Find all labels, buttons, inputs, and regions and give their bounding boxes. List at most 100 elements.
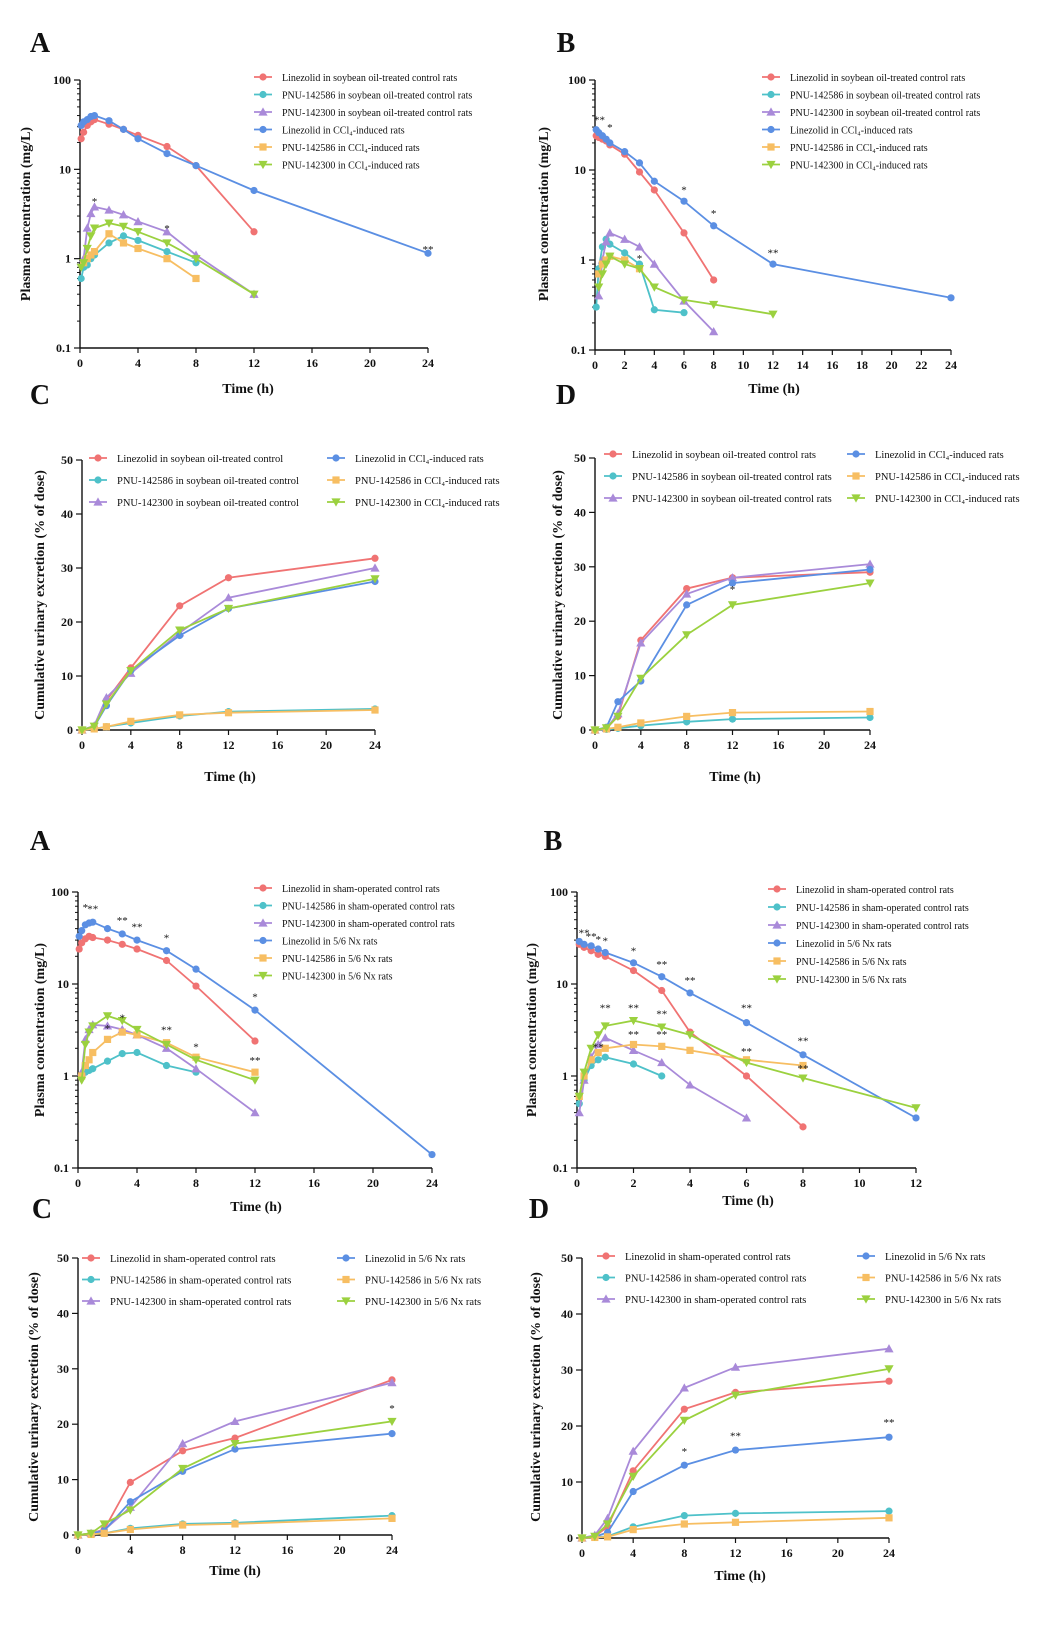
- y-tick-label: 40: [574, 505, 586, 519]
- y-axis-label: Cumulative urinary excretion (% of dose): [27, 1272, 42, 1522]
- x-tick-label: 4: [630, 1546, 636, 1560]
- y-axis-label: Plasma concentration (mg/L): [33, 943, 48, 1118]
- legend-label: Linezolid in CCl₄-induced rats: [355, 454, 484, 465]
- y-axis-label: Plasma concentration (mg/L): [19, 127, 34, 302]
- x-axis-label: Time (h): [204, 770, 256, 785]
- legend-label: PNU-142586 in sham-operated control rats: [282, 902, 455, 913]
- data-point: [601, 1044, 609, 1052]
- y-tick-label: 100: [51, 885, 69, 899]
- data-point: [83, 255, 91, 263]
- x-tick-label: 8: [711, 358, 717, 372]
- data-point: [103, 1035, 112, 1043]
- legend-item: Linezolid in sham-operated control rats: [254, 884, 440, 895]
- data-point: [650, 177, 658, 185]
- x-tick-label: 12: [223, 738, 235, 752]
- y-tick-label: 10: [574, 163, 586, 177]
- legend-marker: [767, 73, 775, 81]
- data-point: [683, 601, 691, 609]
- data-point: [90, 111, 99, 120]
- significance-mark: **: [798, 1063, 809, 1075]
- legend-label: PNU-142586 in sham-operated control rats: [625, 1274, 806, 1285]
- data-point: [87, 251, 95, 259]
- data-point: [628, 1472, 638, 1481]
- x-tick-label: 20: [364, 356, 376, 370]
- data-point: [658, 1072, 666, 1080]
- legend-marker: [259, 901, 267, 910]
- legend-label: PNU-142300 in soybean oil-treated contro…: [790, 108, 980, 119]
- data-point: [223, 604, 234, 614]
- x-tick-label: 4: [687, 1176, 693, 1190]
- legend-marker: [93, 497, 103, 506]
- x-tick-label: 0: [592, 738, 598, 752]
- legend-label: PNU-142586 in CCl₄-induced rats: [875, 472, 1020, 483]
- data-point: [424, 249, 432, 257]
- data-point: [75, 945, 83, 953]
- legend-label: PNU-142586 in soybean oil-treated contro…: [632, 472, 832, 483]
- data-point: [103, 1057, 112, 1065]
- legend-label: Linezolid in 5/6 Nx rats: [282, 937, 378, 948]
- data-point: [99, 1520, 109, 1529]
- series-line: [82, 205, 255, 295]
- significance-mark: **: [628, 1029, 639, 1041]
- legend-marker: [602, 1252, 610, 1260]
- data-point: [621, 249, 629, 257]
- data-point: [710, 276, 718, 284]
- data-point: [628, 1446, 638, 1455]
- legend-item: PNU-142300 in soybean oil-treated contro…: [254, 107, 472, 119]
- legend-item: PNU-142586 in 5/6 Nx rats: [768, 957, 907, 968]
- x-tick-label: 8: [180, 1543, 186, 1557]
- data-point: [680, 309, 688, 317]
- significance-mark: **: [798, 1035, 809, 1047]
- data-point: [191, 1064, 201, 1073]
- data-point: [586, 1044, 596, 1053]
- series-line: [578, 943, 804, 1128]
- legend-label: PNU-142586 in 5/6 Nx rats: [365, 1276, 481, 1287]
- data-point: [77, 135, 85, 143]
- x-tick-label: 0: [75, 1176, 81, 1190]
- panel-4: D 0 4 8 12 16 20 24 0 10 20 30 40 50 Time (h) Cumulativ…: [551, 380, 1020, 785]
- legend-marker: [773, 939, 781, 947]
- panel-letter: D: [556, 380, 576, 411]
- data-point: [133, 228, 143, 237]
- legend-item: Linezolid in 5/6 Nx rats: [857, 1252, 985, 1263]
- x-tick-label: 16: [772, 738, 784, 752]
- x-tick-label: 8: [177, 738, 183, 752]
- legend-marker: [332, 454, 340, 462]
- data-point: [587, 1056, 595, 1064]
- x-tick-label: 16: [281, 1543, 293, 1557]
- data-point: [176, 631, 184, 640]
- x-tick-label: 16: [826, 358, 838, 372]
- panel-letter: C: [30, 380, 50, 411]
- data-point: [105, 230, 113, 238]
- legend-item: Linezolid in CCl₄-induced rats: [327, 454, 484, 465]
- legend-label: PNU-142586 in 5/6 Nx rats: [282, 954, 393, 965]
- legend-item: PNU-142586 in sham-operated control rats: [254, 902, 455, 913]
- legend-marker: [851, 494, 861, 503]
- data-point: [742, 1072, 751, 1080]
- y-tick-label: 50: [57, 1251, 69, 1265]
- data-point: [680, 1520, 688, 1528]
- data-point: [134, 244, 142, 253]
- data-point: [77, 274, 85, 283]
- legend-item: Linezolid in soybean oil-treated control…: [762, 73, 965, 84]
- legend-label: PNU-142300 in 5/6 Nx rats: [365, 1297, 481, 1308]
- series-green: [574, 1017, 921, 1113]
- series-red: [77, 116, 258, 236]
- data-point: [592, 303, 600, 311]
- data-point: [709, 300, 719, 310]
- data-point: [102, 1021, 113, 1030]
- y-axis-label: Cumulative urinary excretion (% of dose): [551, 470, 566, 720]
- data-point: [250, 1108, 260, 1117]
- data-point: [885, 1507, 893, 1515]
- x-tick-label: 20: [886, 358, 898, 372]
- legend-label: PNU-142300 in sham-operated control rats: [282, 919, 455, 930]
- legend-item: PNU-142586 in sham-operated control rats: [82, 1276, 291, 1287]
- data-point: [679, 1416, 689, 1425]
- series-line: [578, 1043, 804, 1097]
- data-point: [680, 197, 688, 205]
- significance-mark: **: [768, 247, 779, 259]
- legend-item: PNU-142300 in CCl₄-induced rats: [847, 494, 1020, 505]
- legend-label: PNU-142586 in CCl₄-induced rats: [355, 476, 500, 487]
- legend-label: PNU-142300 in 5/6 Nx rats: [885, 1295, 1001, 1306]
- data-point: [685, 1031, 695, 1040]
